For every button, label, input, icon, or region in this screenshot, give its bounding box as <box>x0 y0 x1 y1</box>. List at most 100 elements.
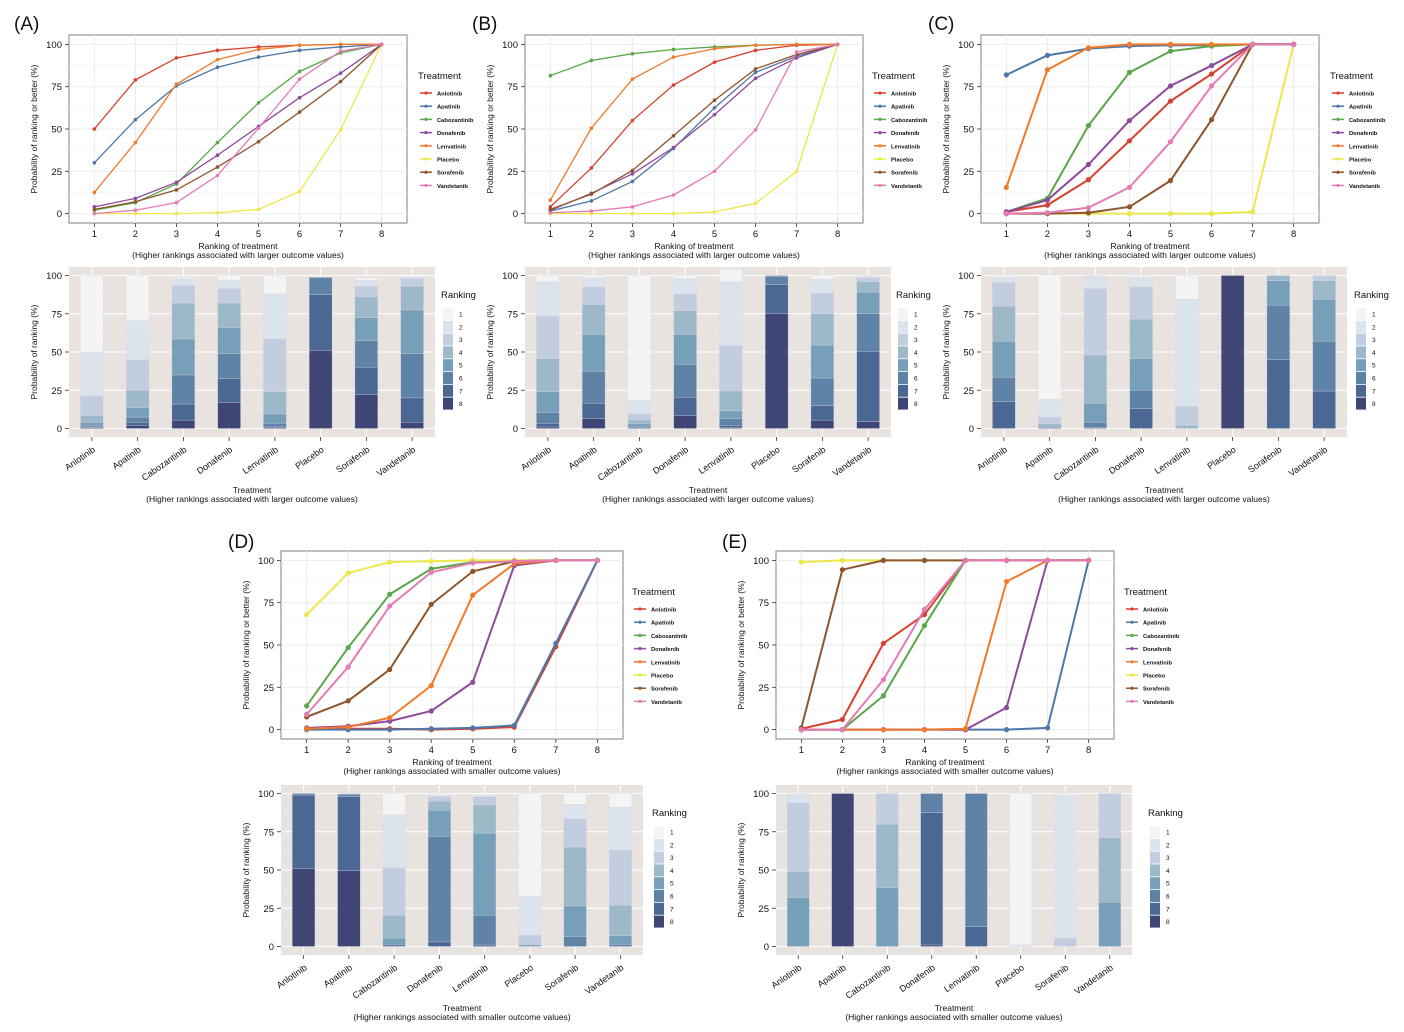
data-point-anlotinib <box>1044 202 1050 208</box>
data-point-vandetanib <box>338 49 343 53</box>
data-point-apatinib <box>387 727 393 733</box>
bar-segment-rank-4 <box>427 801 451 811</box>
x-tick-label: Donafenib <box>1107 444 1146 476</box>
bar-segment-rank-5 <box>263 413 287 424</box>
bar-segment-rank-6 <box>337 794 361 797</box>
bar-segment-rank-4 <box>627 419 651 425</box>
legend-swatch-point <box>878 170 882 174</box>
bar-segment-rank-6 <box>292 793 316 796</box>
bar-segment-rank-3 <box>171 285 195 304</box>
series-line-vandetanib <box>305 559 598 716</box>
data-point-lenvatinib <box>345 724 351 730</box>
data-point-lenvatinib <box>1003 184 1009 190</box>
data-point-vandetanib <box>379 42 384 47</box>
x-tick-label: 8 <box>595 745 600 756</box>
bar-segment-rank-2 <box>1083 276 1107 289</box>
x-tick-label: 1 <box>92 229 97 240</box>
legend-label: 4 <box>670 868 674 875</box>
bar-segment-rank-5 <box>582 334 606 372</box>
data-point-sorafenib <box>1167 178 1174 184</box>
x-tick-label: 1 <box>1004 229 1009 240</box>
data-point-placebo <box>1208 211 1215 217</box>
data-point-donafenib <box>1085 161 1092 168</box>
bar-segment-rank-8 <box>856 421 880 429</box>
legend-swatch-point <box>1130 633 1134 638</box>
y-tick-label: 100 <box>46 40 62 51</box>
y-tick-label: 50 <box>51 348 62 359</box>
bar-segment-rank-1 <box>382 793 406 816</box>
data-point-sorafenib <box>548 207 553 212</box>
bar-segment-rank-3 <box>1083 288 1107 356</box>
data-point-lenvatinib <box>1208 41 1215 48</box>
bar-segment-rank-5 <box>765 275 789 277</box>
legend-label: Vandetanib <box>891 184 922 190</box>
bar-segment-rank-3 <box>337 793 361 795</box>
x-tick-label: Sorafenib <box>334 444 371 474</box>
data-point-lenvatinib <box>753 43 758 48</box>
bar-segment-rank-8 <box>400 422 424 429</box>
data-point-placebo <box>428 558 434 564</box>
data-point-apatinib <box>712 106 717 110</box>
bar-segment-rank-6 <box>563 936 587 947</box>
legend-swatch-point <box>1336 170 1340 174</box>
legend-label: Lenvatinib <box>891 144 920 150</box>
y-tick-label: 75 <box>507 309 518 320</box>
legend-swatch <box>443 346 453 359</box>
bar-segment-rank-2 <box>382 814 406 868</box>
data-point-placebo <box>215 210 220 215</box>
series-line-vandetanib <box>94 43 382 215</box>
x-tick-label: Placebo <box>1205 444 1237 471</box>
data-point-sorafenib <box>1085 210 1092 216</box>
legend-swatch-point <box>424 104 428 108</box>
data-point-placebo <box>338 128 343 132</box>
y-axis-title: Probability of ranking or better (%) <box>485 64 495 193</box>
data-point-lenvatinib <box>589 126 594 130</box>
legend-label: Vandetanib <box>1349 184 1380 190</box>
data-point-anlotinib <box>1126 138 1133 144</box>
bar-segment-rank-5 <box>518 944 542 947</box>
series-line-apatinib <box>306 559 599 731</box>
bar-segment-rank-5 <box>1312 299 1336 342</box>
panel-label-b: (B) <box>472 14 498 35</box>
bar-segment-rank-5 <box>719 410 743 419</box>
bar-segment-rank-6 <box>856 313 880 352</box>
data-point-apatinib <box>1003 727 1010 733</box>
y-tick-label: 50 <box>758 641 769 652</box>
legend-label: Anlotinib <box>891 92 917 98</box>
data-point-placebo <box>345 570 351 576</box>
data-point-anlotinib <box>630 118 635 123</box>
data-point-placebo <box>839 557 845 564</box>
legend-label: 1 <box>1166 830 1170 837</box>
data-point-cabozantinib <box>589 58 594 63</box>
y-tick-label: 0 <box>513 424 518 435</box>
bar-segment-rank-6 <box>920 793 944 813</box>
y-tick-label: 0 <box>57 424 62 435</box>
legend-swatch-point <box>424 131 428 135</box>
bar-segment-rank-1 <box>473 794 497 796</box>
data-point-lenvatinib <box>962 726 969 732</box>
bar-segment-rank-1 <box>1175 275 1199 300</box>
bar-segment-rank-4 <box>1129 318 1153 360</box>
x-tick-label: 4 <box>429 745 434 756</box>
bar-segment-rank-1 <box>217 275 241 281</box>
bar-segment-rank-2 <box>80 351 104 396</box>
legend-label: Lenvatinib <box>651 660 680 666</box>
bar-segment-rank-5 <box>1083 403 1107 423</box>
bar-segment-rank-8 <box>536 426 560 429</box>
bar-segment-rank-8 <box>582 418 606 429</box>
x-tick-label: 8 <box>1086 745 1091 756</box>
x-axis-subtitle: (Higher rankings associated with larger … <box>1058 494 1270 504</box>
y-tick-label: 50 <box>507 348 518 359</box>
legend-title: Ranking <box>1354 290 1389 301</box>
data-point-donafenib <box>753 76 758 81</box>
x-tick-label: 4 <box>671 229 676 240</box>
x-tick-label: 6 <box>1209 229 1214 240</box>
bar-segment-rank-1 <box>171 276 195 279</box>
legend-label: Placebo <box>437 158 460 164</box>
bar-segment-rank-1 <box>518 793 542 897</box>
legend-title: Treatment <box>1124 587 1167 598</box>
y-tick-label: 0 <box>764 942 769 953</box>
data-point-donafenib <box>794 56 799 60</box>
series-line-sorafenib <box>550 43 838 210</box>
x-tick-label: Cabozantinib <box>140 444 189 482</box>
